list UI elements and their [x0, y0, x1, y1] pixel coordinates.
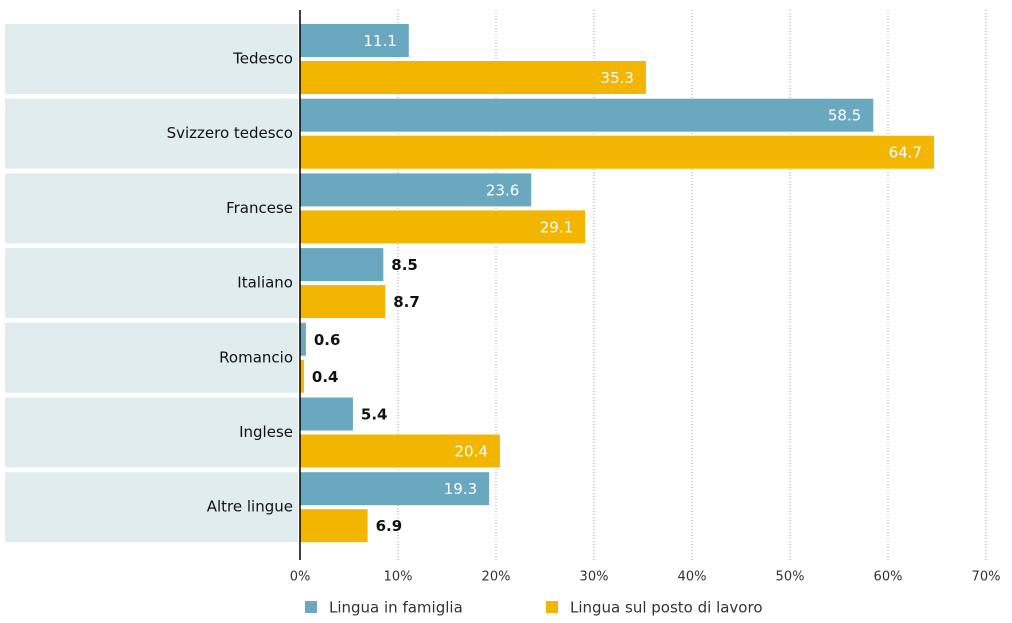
bar [300, 322, 306, 356]
category-band [5, 248, 298, 319]
x-tick-label: 20% [482, 570, 511, 585]
x-tick-label: 40% [678, 570, 707, 585]
x-tick-label: 10% [384, 570, 413, 585]
y-tick-label: Svizzero tedesco [167, 124, 293, 142]
bar [300, 248, 384, 282]
bar [300, 135, 935, 169]
x-tick-label: 0% [290, 570, 311, 585]
value-label: 0.6 [314, 331, 341, 349]
x-tick-label: 30% [580, 570, 609, 585]
value-label: 19.3 [444, 480, 477, 498]
value-label: 58.5 [828, 107, 861, 125]
y-tick-label: Romancio [219, 348, 293, 366]
bar [300, 98, 874, 132]
y-tick-label: Inglese [239, 423, 293, 441]
bar [300, 434, 500, 468]
bar [300, 285, 386, 319]
value-label: 23.6 [486, 181, 519, 199]
y-tick-label: Francese [226, 199, 293, 217]
x-tick-label: 60% [874, 570, 903, 585]
bar [300, 173, 532, 207]
bar [300, 61, 646, 94]
value-label: 5.4 [361, 406, 388, 424]
category-band [5, 397, 298, 468]
category-band [5, 472, 298, 543]
legend-swatch [305, 601, 317, 613]
legend-swatch [546, 601, 558, 613]
y-tick-label: Tedesco [232, 50, 293, 68]
bar [300, 24, 409, 57]
bar [300, 472, 490, 506]
bar [300, 210, 586, 244]
value-label: 11.1 [363, 32, 396, 50]
value-label: 35.3 [601, 69, 634, 87]
bar [300, 359, 304, 393]
legend-label: Lingua sul posto di lavoro [570, 599, 763, 617]
value-label: 20.4 [455, 443, 488, 461]
value-label: 8.7 [393, 293, 420, 311]
bar [300, 397, 353, 431]
category-band [5, 24, 298, 94]
x-tick-label: 50% [776, 570, 805, 585]
value-label: 0.4 [312, 368, 339, 386]
category-band [5, 98, 298, 169]
value-label: 64.7 [889, 144, 922, 162]
value-label: 6.9 [376, 517, 403, 535]
category-band [5, 173, 298, 244]
x-tick-label: 70% [972, 570, 1001, 585]
value-label: 8.5 [391, 256, 418, 274]
y-tick-label: Altre lingue [207, 498, 293, 516]
value-label: 29.1 [540, 218, 573, 236]
legend-label: Lingua in famiglia [329, 599, 463, 617]
bar [300, 509, 368, 543]
category-band [5, 322, 298, 393]
y-tick-label: Italiano [237, 274, 293, 292]
